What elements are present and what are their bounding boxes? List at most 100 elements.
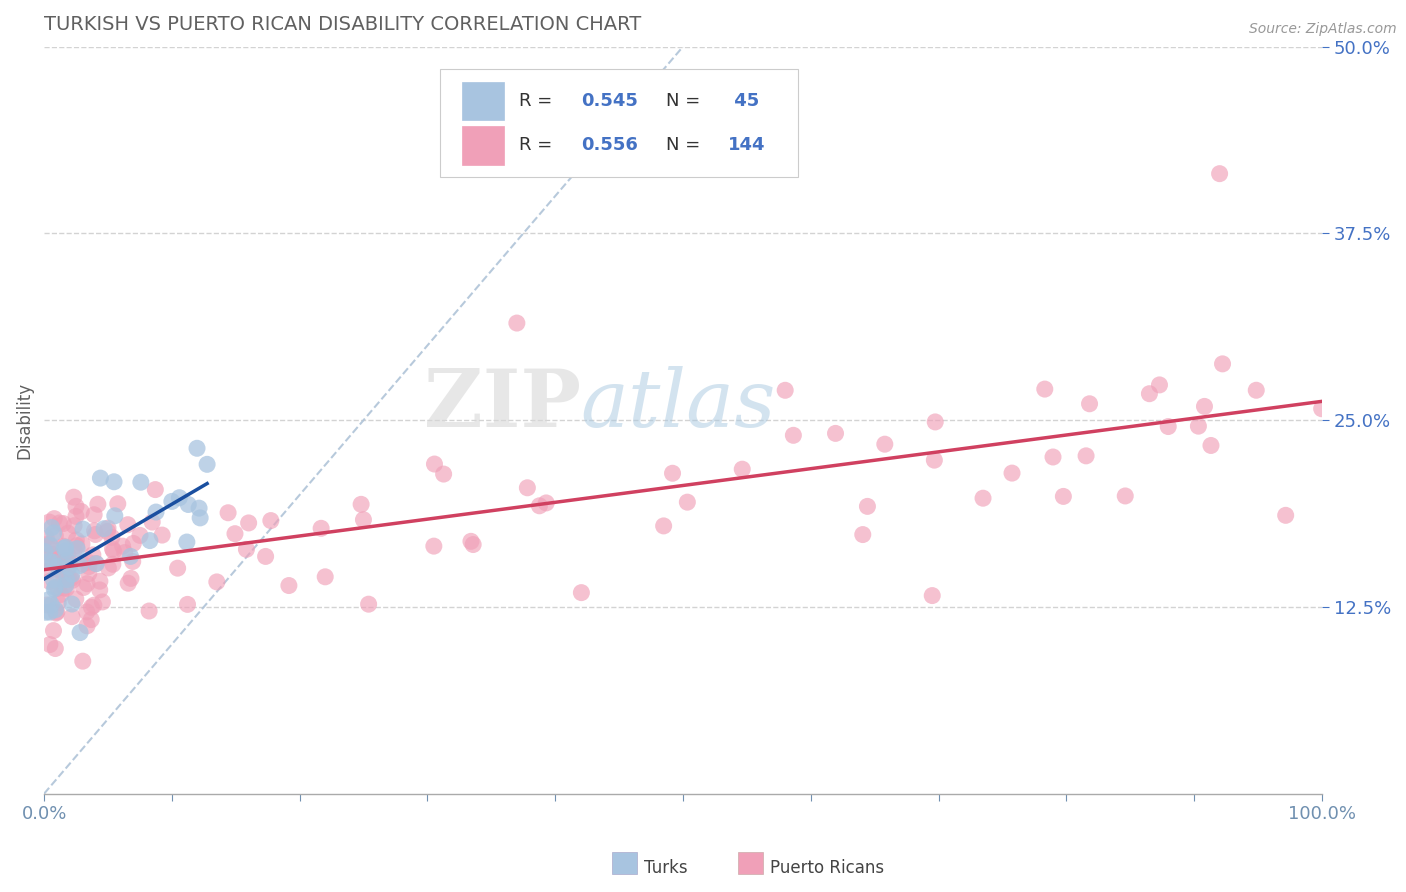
Point — [1114, 489, 1136, 503]
Point — [188, 511, 211, 525]
Point — [66, 541, 89, 556]
Point — [51, 565, 73, 579]
Point — [44, 580, 66, 594]
Point — [34, 550, 56, 565]
Point — [150, 528, 173, 542]
Point — [35, 538, 58, 552]
Point — [72, 581, 94, 595]
Point — [1001, 466, 1024, 480]
Y-axis label: Disability: Disability — [15, 382, 32, 458]
Point — [49, 587, 72, 601]
Text: 45: 45 — [728, 92, 759, 110]
Point — [97, 561, 120, 575]
Point — [160, 494, 183, 508]
Point — [104, 508, 127, 523]
Point — [41, 598, 63, 612]
Point — [186, 442, 208, 456]
Point — [83, 508, 105, 522]
Point — [39, 539, 62, 553]
Point — [60, 567, 83, 582]
Point — [58, 560, 80, 574]
Point — [139, 533, 162, 548]
Point — [423, 457, 446, 471]
Point — [1074, 449, 1097, 463]
Point — [84, 527, 107, 541]
Point — [89, 574, 111, 589]
Point — [1187, 419, 1209, 434]
Point — [58, 572, 80, 586]
Point — [176, 535, 198, 549]
Point — [46, 553, 69, 567]
Point — [103, 544, 125, 558]
Point — [350, 497, 373, 511]
Point — [782, 428, 804, 442]
Point — [731, 462, 754, 476]
Text: 0.556: 0.556 — [581, 136, 638, 154]
Point — [83, 524, 105, 538]
Point — [120, 549, 142, 564]
Point — [63, 518, 86, 533]
Point — [89, 582, 111, 597]
Point — [921, 589, 943, 603]
Point — [49, 548, 72, 562]
Point — [52, 539, 75, 553]
Point — [506, 316, 529, 330]
Text: atlas: atlas — [581, 367, 776, 444]
Point — [65, 500, 87, 514]
Point — [534, 496, 557, 510]
Point — [277, 578, 299, 592]
Point — [188, 501, 211, 516]
Text: Puerto Ricans: Puerto Ricans — [770, 859, 884, 877]
Point — [463, 537, 485, 551]
Point — [924, 415, 946, 429]
Point — [56, 548, 79, 562]
Point — [96, 524, 118, 539]
Text: Turks: Turks — [644, 859, 688, 877]
Point — [77, 555, 100, 569]
Point — [143, 483, 166, 497]
Point — [1139, 386, 1161, 401]
Point — [69, 625, 91, 640]
Point — [46, 596, 69, 610]
Point — [84, 557, 107, 571]
Point — [76, 576, 98, 591]
Point — [217, 506, 239, 520]
Point — [205, 574, 228, 589]
Point — [101, 530, 124, 544]
Point — [111, 539, 134, 553]
Point — [120, 571, 142, 585]
Point — [924, 453, 946, 467]
Point — [176, 598, 198, 612]
Text: N =: N = — [666, 136, 706, 154]
Point — [676, 495, 699, 509]
Point — [44, 603, 66, 617]
Point — [77, 559, 100, 574]
Point — [773, 384, 796, 398]
Point — [145, 505, 167, 519]
Point — [44, 641, 66, 656]
Point — [70, 504, 93, 518]
Point — [56, 554, 79, 568]
Point — [1149, 378, 1171, 392]
Text: 144: 144 — [728, 136, 765, 154]
Point — [141, 515, 163, 529]
Point — [107, 497, 129, 511]
Point — [69, 558, 91, 573]
Point — [66, 539, 89, 553]
Point — [93, 522, 115, 536]
Point — [59, 572, 82, 586]
Point — [65, 591, 87, 606]
Point — [53, 566, 76, 581]
Point — [44, 511, 66, 525]
Point — [856, 500, 879, 514]
Point — [37, 565, 59, 579]
Text: R =: R = — [519, 136, 558, 154]
Point — [254, 549, 277, 564]
Point — [38, 554, 60, 568]
Point — [55, 543, 77, 558]
Point — [101, 558, 124, 572]
Point — [83, 598, 105, 612]
Point — [77, 566, 100, 581]
Point — [873, 437, 896, 451]
Point — [84, 557, 107, 571]
